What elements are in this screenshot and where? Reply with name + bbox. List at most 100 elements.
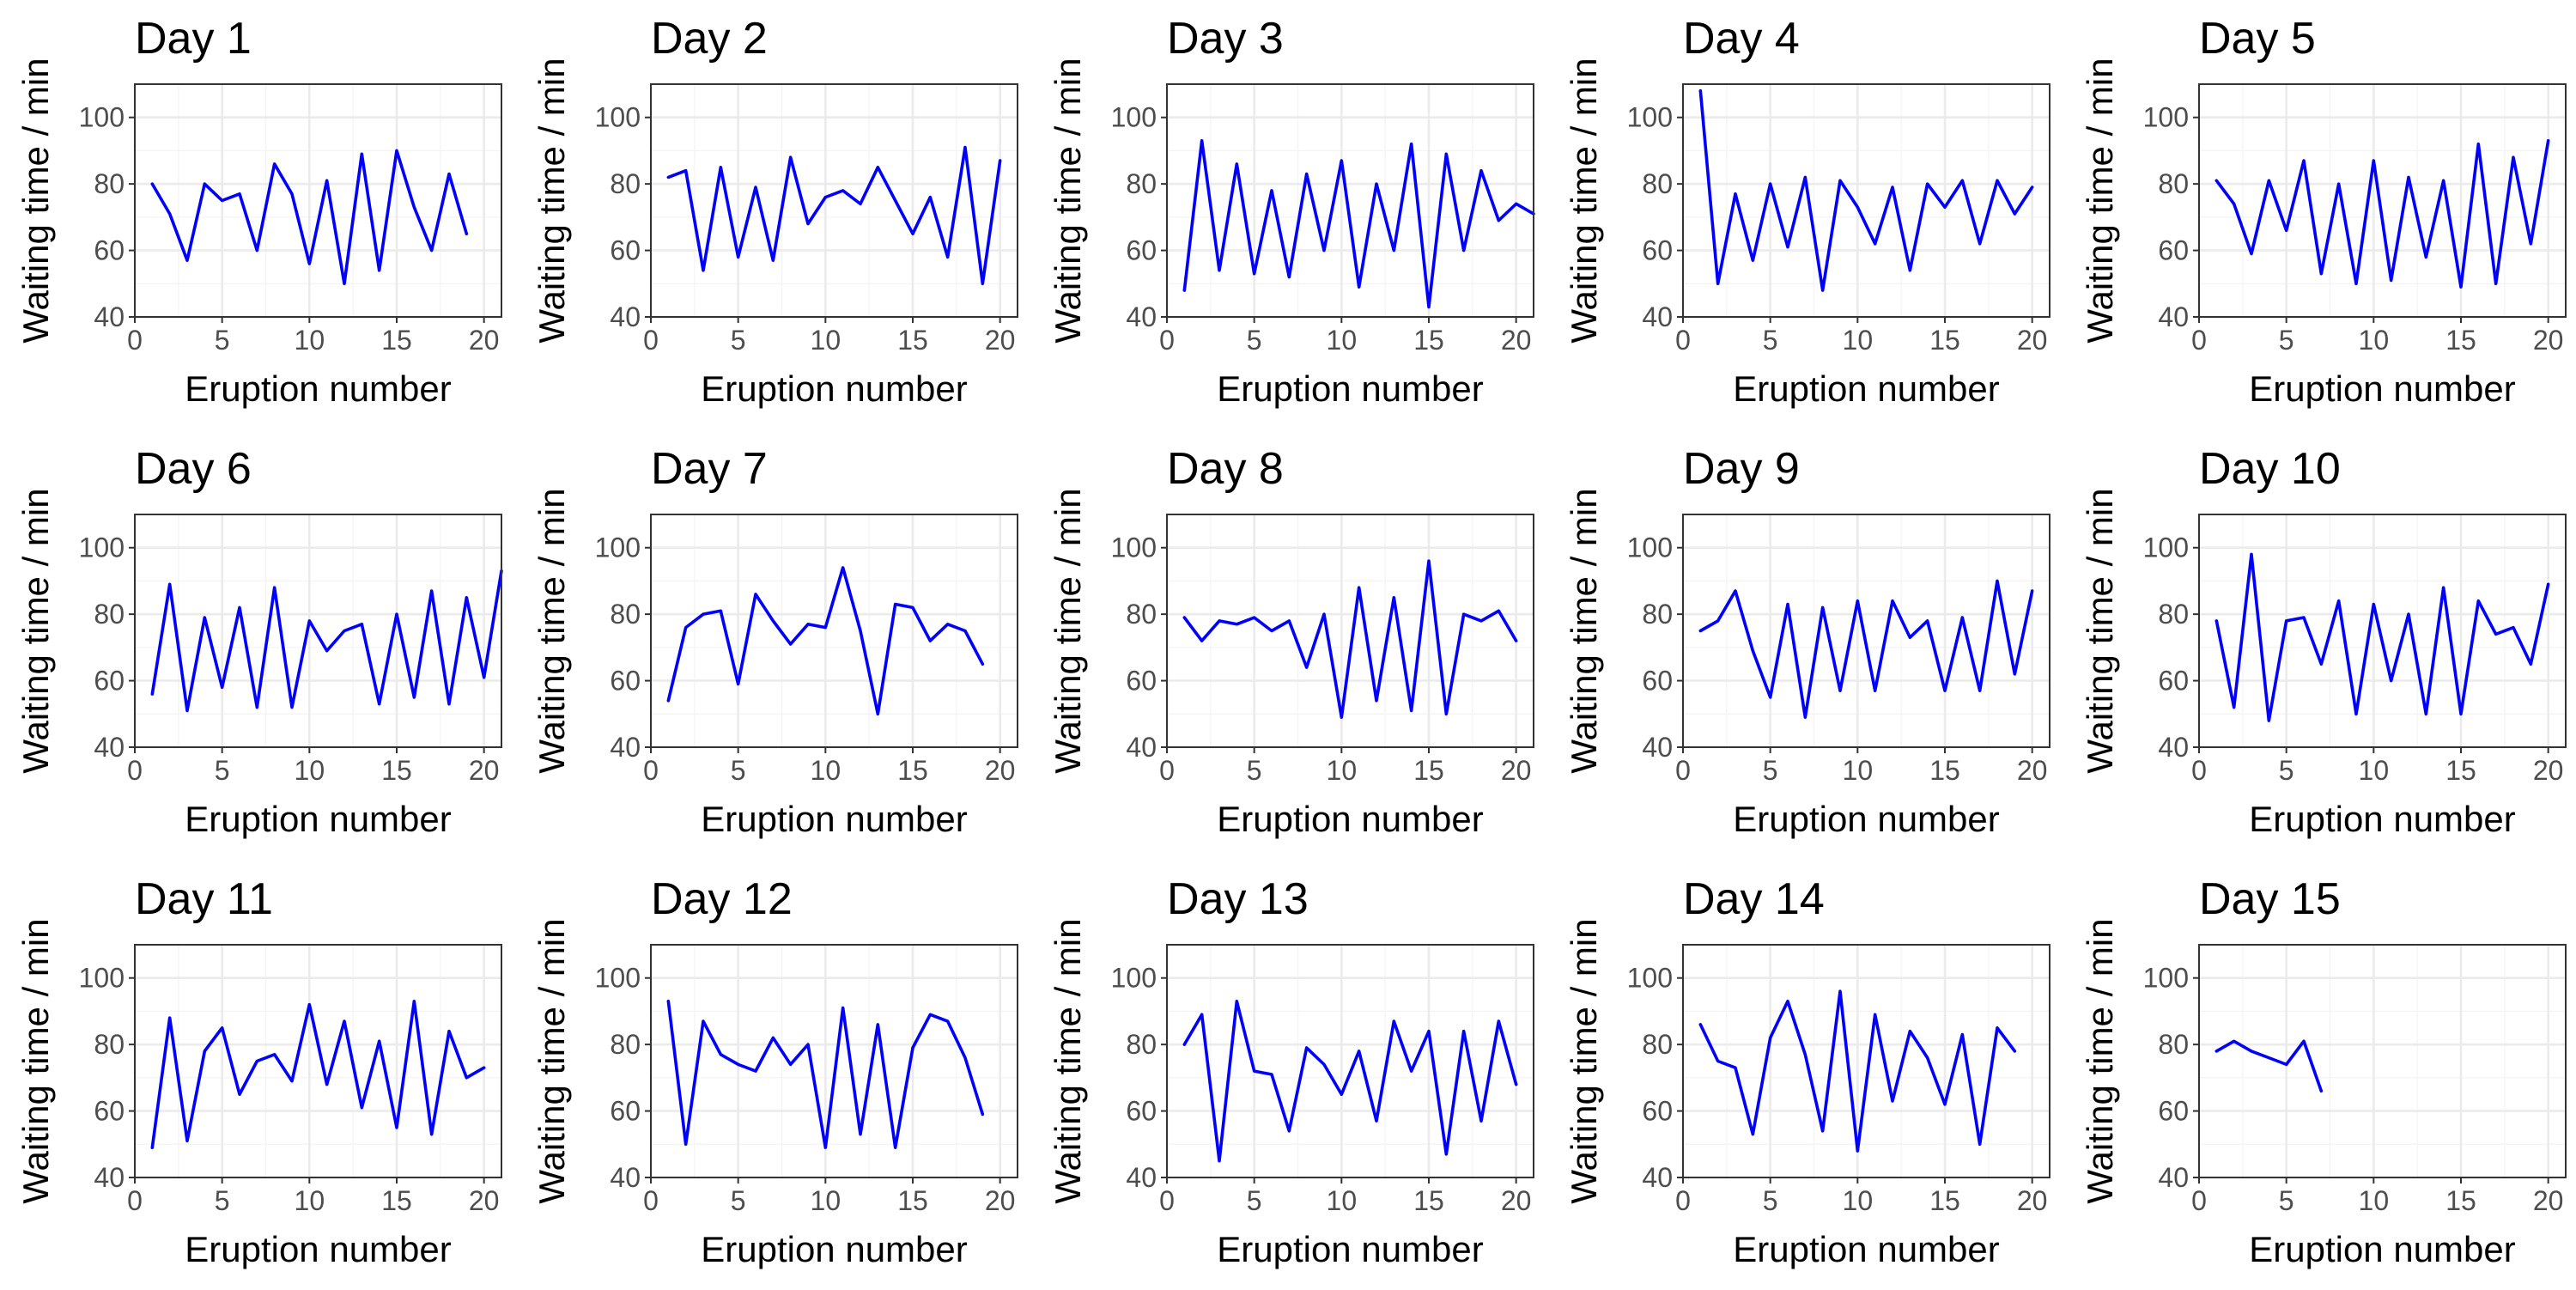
panel-title: Day 7: [651, 444, 768, 494]
x-tick-label: 0: [1159, 1185, 1175, 1216]
x-tick-label: 15: [2445, 325, 2476, 356]
x-tick-label: 5: [1763, 325, 1778, 356]
x-axis-title: Eruption number: [185, 368, 452, 409]
x-tick-label: 20: [1501, 755, 1532, 786]
y-tick-label: 100: [2143, 532, 2189, 563]
y-tick-label: 100: [595, 963, 641, 994]
y-tick-label: 60: [610, 666, 641, 697]
y-tick-label: 80: [94, 168, 125, 199]
x-axis-title: Eruption number: [1217, 1229, 1484, 1269]
x-tick-label: 10: [1843, 755, 1874, 786]
y-tick-label: 100: [1111, 102, 1157, 133]
y-tick-label: 100: [2143, 102, 2189, 133]
x-tick-label: 0: [643, 325, 659, 356]
x-tick-label: 0: [2191, 1185, 2207, 1216]
y-tick-label: 40: [2158, 1162, 2189, 1193]
x-tick-label: 5: [1247, 1185, 1262, 1216]
x-tick-label: 5: [731, 325, 746, 356]
y-axis-title: Waiting time / min: [532, 58, 572, 343]
plot-background: [1167, 84, 1534, 317]
x-tick-label: 10: [1327, 755, 1358, 786]
x-tick-label: 20: [2017, 1185, 2048, 1216]
y-axis-title: Waiting time / min: [532, 918, 572, 1203]
x-tick-label: 20: [985, 325, 1016, 356]
plot-background: [135, 84, 501, 317]
y-axis-title: Waiting time / min: [1564, 488, 1604, 773]
plot-background: [2199, 514, 2566, 747]
x-tick-label: 10: [811, 755, 841, 786]
x-axis-title: Eruption number: [2249, 368, 2516, 409]
x-axis-title: Eruption number: [1217, 368, 1484, 409]
x-tick-label: 15: [1929, 755, 1960, 786]
x-tick-label: 10: [295, 755, 325, 786]
x-tick-label: 10: [2359, 755, 2390, 786]
y-axis-title: Waiting time / min: [1564, 58, 1604, 343]
x-tick-label: 0: [643, 755, 659, 786]
panel-title: Day 3: [1167, 14, 1284, 64]
y-tick-label: 80: [94, 599, 125, 630]
x-tick-label: 15: [1929, 1185, 1960, 1216]
x-tick-label: 15: [1413, 325, 1444, 356]
x-tick-label: 15: [2445, 1185, 2476, 1216]
y-tick-label: 40: [1642, 1162, 1673, 1193]
y-tick-label: 60: [610, 1096, 641, 1127]
y-tick-label: 80: [1642, 168, 1673, 199]
y-tick-label: 40: [610, 1162, 641, 1193]
y-axis-title: Waiting time / min: [532, 488, 572, 773]
x-tick-label: 10: [1843, 325, 1874, 356]
y-tick-label: 40: [1126, 1162, 1157, 1193]
y-tick-label: 80: [2158, 1029, 2189, 1060]
x-tick-label: 0: [1159, 755, 1175, 786]
x-tick-label: 5: [2279, 755, 2294, 786]
y-tick-label: 100: [1627, 532, 1673, 563]
panel-title: Day 8: [1167, 444, 1284, 494]
x-axis-title: Eruption number: [1733, 799, 2000, 839]
x-tick-label: 15: [381, 1185, 412, 1216]
y-tick-label: 60: [94, 1096, 125, 1127]
x-tick-label: 15: [1929, 325, 1960, 356]
panel-title: Day 1: [135, 14, 252, 64]
plot-background: [1683, 514, 2050, 747]
y-tick-label: 40: [94, 732, 125, 763]
x-tick-label: 15: [897, 755, 928, 786]
y-tick-label: 40: [610, 732, 641, 763]
y-tick-label: 60: [610, 235, 641, 266]
x-tick-label: 5: [1763, 1185, 1778, 1216]
y-tick-label: 80: [2158, 168, 2189, 199]
y-tick-label: 60: [1642, 1096, 1673, 1127]
x-axis-title: Eruption number: [2249, 1229, 2516, 1269]
x-axis-title: Eruption number: [185, 1229, 452, 1269]
y-tick-label: 100: [1111, 963, 1157, 994]
y-axis-title: Waiting time / min: [1048, 488, 1088, 773]
y-tick-label: 40: [94, 301, 125, 332]
y-tick-label: 60: [1642, 666, 1673, 697]
y-tick-label: 100: [1627, 963, 1673, 994]
y-tick-label: 40: [610, 301, 641, 332]
x-tick-label: 0: [2191, 755, 2207, 786]
